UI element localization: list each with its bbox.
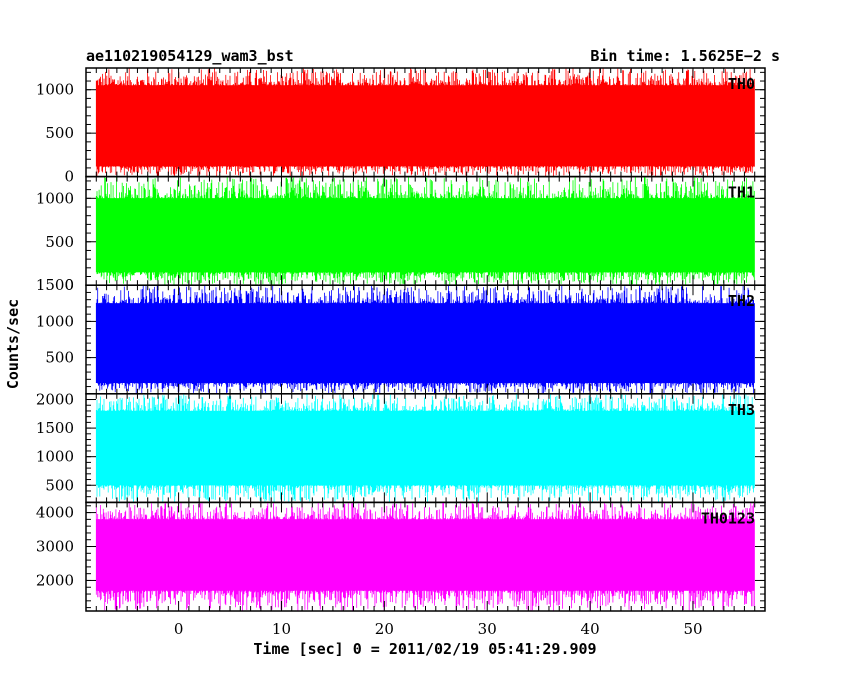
series-trace-th0 (95, 68, 755, 177)
x-axis-label: Time [sec] 0 = 2011/02/19 05:41:29.909 (253, 640, 596, 658)
y-tick-label: 1000 (36, 312, 74, 330)
panel-label-th1: TH1 (728, 184, 755, 202)
y-tick-label: 500 (45, 349, 74, 367)
panel-label-th0: TH0 (728, 75, 755, 93)
x-tick-label: 40 (581, 620, 600, 638)
series-trace-th2 (95, 285, 755, 394)
x-tick-label: 10 (272, 620, 291, 638)
panel-th1: 0 500 1000 TH1 (36, 175, 766, 294)
y-tick-label: 500 (45, 124, 74, 142)
series-trace-th3 (95, 393, 755, 503)
bin-time-label: Bin time: 1.5625E−2 s (590, 47, 780, 65)
panel-label-th0123: TH0123 (701, 509, 755, 527)
y-tick-label: 1000 (36, 81, 74, 99)
panel-th0123: 2000 3000 4000 TH0123 (36, 501, 766, 612)
panel-label-th3: TH3 (728, 401, 755, 419)
x-tick-label: 50 (683, 620, 702, 638)
y-tick-label: 2000 (36, 391, 74, 409)
panel-label-th2: TH2 (728, 292, 755, 310)
y-tick-label: 4000 (36, 504, 74, 522)
y-tick-label: 1000 (36, 189, 74, 207)
y-tick-label: 2000 (36, 571, 74, 589)
y-tick-label: 0 (64, 276, 74, 294)
x-tick-label: 30 (478, 620, 497, 638)
y-tick-label: 1500 (36, 419, 74, 437)
y-tick-label: 1500 (36, 276, 74, 294)
panel-th0: 0 500 1000 TH0 (36, 67, 766, 186)
panel-th3: 500 1000 1500 2000 TH3 (36, 391, 766, 504)
y-tick-label: 500 (45, 233, 74, 251)
y-tick-label: 1000 (36, 448, 74, 466)
series-trace-th1 (95, 176, 755, 286)
series-trace-th0123 (95, 502, 755, 611)
panel-th2: 500 1000 1500 TH2 (36, 276, 766, 395)
y-tick-label: 500 (45, 476, 74, 494)
x-tick-label: 0 (174, 620, 184, 638)
chart-title: ae110219054129_wam3_bst (86, 47, 294, 65)
x-tick-label: 20 (375, 620, 394, 638)
y-axis-label: Counts/sec (4, 299, 22, 389)
y-tick-label: 0 (64, 168, 74, 186)
y-tick-label: 3000 (36, 538, 74, 556)
